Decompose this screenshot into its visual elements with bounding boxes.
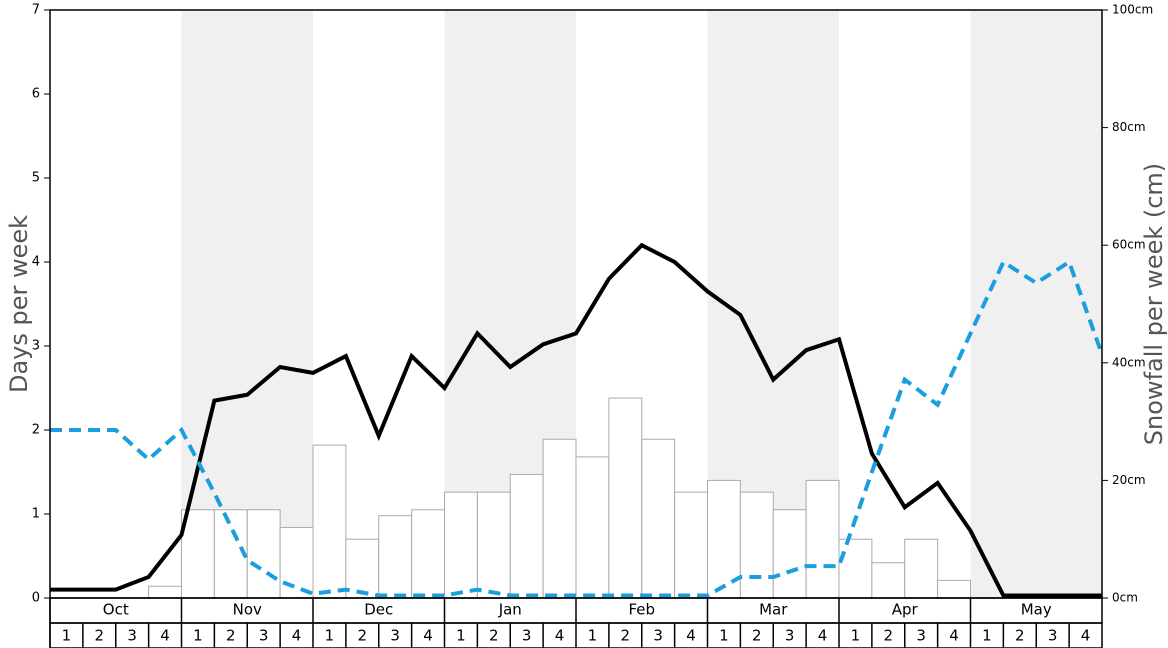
y-tick-label: 4 [32, 255, 40, 270]
y-tick-label: 5 [32, 171, 40, 186]
bar [345, 538, 380, 599]
bar [509, 474, 544, 599]
week-label: 2 [226, 627, 236, 645]
week-label: 2 [884, 627, 894, 645]
week-label: 1 [588, 627, 598, 645]
week-label: 1 [325, 627, 335, 645]
week-label: 4 [160, 627, 170, 645]
week-label: 4 [1081, 627, 1091, 645]
bar [279, 526, 314, 599]
week-label: 3 [1048, 627, 1058, 645]
week-label: 1 [456, 627, 466, 645]
week-label: 1 [62, 627, 72, 645]
bar [476, 491, 511, 599]
bar [838, 538, 873, 599]
y-tick-label: 3 [32, 339, 40, 354]
month-label: Dec [364, 601, 393, 619]
y2-tick-label: 100cm [1112, 3, 1153, 17]
bar [213, 509, 248, 599]
week-label: 3 [785, 627, 795, 645]
month-label: Apr [892, 601, 919, 619]
bar [772, 509, 807, 599]
week-label: 1 [193, 627, 203, 645]
month-shade [970, 10, 1102, 598]
month-label: Jan [498, 601, 522, 619]
y2-axis-label: Snowfall per week (cm) [1140, 163, 1168, 445]
month-label: Nov [233, 601, 262, 619]
week-label: 4 [949, 627, 959, 645]
week-label: 3 [390, 627, 400, 645]
month-label: May [1021, 601, 1052, 619]
week-label: 3 [653, 627, 663, 645]
y-axis-label: Days per week [5, 215, 33, 393]
y2-tick-label: 60cm [1112, 238, 1146, 252]
y2-tick-label: 40cm [1112, 355, 1146, 369]
month-label: Mar [759, 601, 788, 619]
week-label: 4 [818, 627, 828, 645]
week-label: 4 [292, 627, 302, 645]
week-label: 2 [621, 627, 631, 645]
bar [246, 509, 281, 599]
month-label: Feb [628, 601, 655, 619]
y-tick-label: 7 [32, 3, 40, 18]
month-shade [181, 10, 313, 598]
line [50, 242, 1102, 598]
bar [641, 438, 676, 599]
week-label: 4 [423, 627, 433, 645]
y2-tick-label: 20cm [1112, 473, 1146, 487]
week-label: 4 [686, 627, 696, 645]
bar [904, 538, 939, 599]
bar [871, 562, 906, 599]
month-label: Oct [103, 601, 129, 619]
bar [312, 444, 347, 599]
line [50, 258, 1104, 598]
week-label: 2 [489, 627, 499, 645]
week-label: 3 [259, 627, 269, 645]
week-label: 1 [982, 627, 992, 645]
bar [739, 491, 774, 599]
week-label: 3 [522, 627, 532, 645]
bar [937, 579, 971, 599]
y2-tick-label: 80cm [1112, 120, 1146, 134]
bar [444, 491, 478, 599]
week-label: 2 [95, 627, 105, 645]
bar [674, 491, 708, 599]
week-label: 2 [752, 627, 762, 645]
week-label: 2 [1015, 627, 1025, 645]
bar [148, 585, 182, 599]
week-label: 3 [127, 627, 137, 645]
week-label: 4 [555, 627, 565, 645]
week-label: 2 [358, 627, 368, 645]
week-label: 3 [916, 627, 926, 645]
y-tick-label: 0 [32, 591, 40, 606]
bar [378, 515, 413, 599]
y2-tick-label: 0cm [1112, 591, 1138, 605]
y-tick-label: 6 [32, 87, 40, 102]
week-label: 1 [851, 627, 861, 645]
y-tick-label: 1 [32, 507, 40, 522]
bar [608, 397, 643, 599]
week-label: 1 [719, 627, 729, 645]
bar [805, 479, 840, 599]
bar [542, 438, 577, 599]
y-tick-label: 2 [32, 423, 40, 438]
bar [411, 509, 445, 599]
bar [575, 456, 610, 599]
